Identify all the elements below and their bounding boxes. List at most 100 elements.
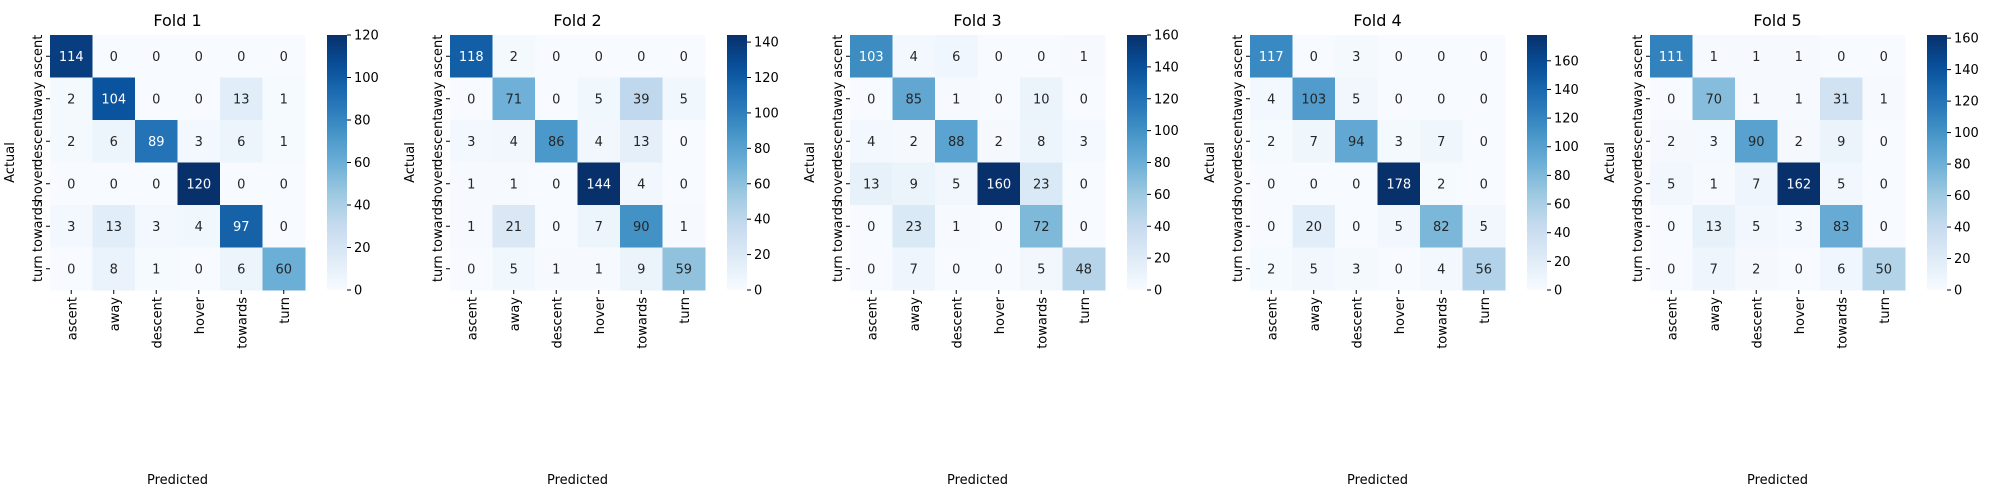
heatmap-cell [977, 247, 1021, 291]
colorbar-tick-label: 160 [1954, 32, 1979, 47]
y-tick-label: turn [431, 255, 446, 282]
heatmap-cell [535, 205, 578, 248]
x-axis-label: Predicted [1347, 473, 1408, 488]
heatmap-cell [1735, 77, 1778, 121]
heatmap-cell [1377, 77, 1421, 121]
cell-value-label: 5 [1480, 220, 1488, 235]
heatmap-cell [1777, 247, 1821, 291]
cell-value-label: 0 [1267, 177, 1275, 192]
heatmap-cell [220, 77, 263, 121]
heatmap-cell [1462, 162, 1506, 206]
cell-value-label: 5 [1352, 92, 1360, 107]
cell-value-label: 85 [905, 92, 922, 107]
heatmap-cell [535, 247, 578, 291]
colorbar-tick-label: 80 [354, 114, 371, 129]
heatmap-cell [662, 162, 706, 206]
heatmap-cell [1420, 77, 1463, 121]
cell-value-label: 1 [952, 92, 960, 107]
cell-value-label: 5 [510, 262, 518, 277]
heatmap-cell [892, 35, 936, 78]
heatmap-cell [1862, 247, 1906, 291]
heatmap-cell [535, 162, 578, 206]
x-tick-label: away [1708, 297, 1723, 332]
heatmap-cell [50, 205, 93, 248]
cell-value-label: 0 [680, 135, 688, 150]
cell-value-label: 13 [1705, 220, 1722, 235]
y-tick-label: towards [1231, 200, 1246, 252]
x-tick-label: ascent [865, 297, 880, 340]
cell-value-label: 0 [1395, 50, 1403, 65]
heatmap-cell [1335, 120, 1378, 163]
cell-value-label: 7 [1752, 177, 1760, 192]
x-tick-label: away [108, 297, 123, 332]
cell-value-label: 0 [1480, 135, 1488, 150]
heatmap-cell [1862, 162, 1906, 206]
heatmap-cell [620, 77, 663, 121]
colorbar-tick-label: 160 [1554, 54, 1579, 69]
cell-value-label: 9 [637, 262, 645, 277]
cell-value-label: 0 [1395, 262, 1403, 277]
heatmap-cell [892, 162, 936, 206]
cell-value-label: 0 [195, 92, 203, 107]
heatmap-cell [1292, 247, 1336, 291]
y-tick-label: hover [431, 164, 446, 202]
heatmap-cell [92, 35, 136, 78]
heatmap-cell [850, 35, 893, 78]
x-tick-label: away [508, 297, 523, 332]
cell-value-label: 70 [1705, 92, 1722, 107]
heatmap-cell [577, 35, 621, 78]
heatmap-cell [1292, 205, 1336, 248]
heatmap-cell [1335, 162, 1378, 206]
heatmap-cell [977, 162, 1021, 206]
cell-value-label: 5 [680, 92, 688, 107]
cell-value-label: 0 [995, 50, 1003, 65]
heatmap-cell [1462, 77, 1506, 121]
cell-value-label: 3 [1395, 135, 1403, 150]
heatmap-cell [262, 162, 306, 206]
y-axis-label: Actual [403, 142, 418, 183]
x-axis-label: Predicted [547, 473, 608, 488]
x-tick-label: towards [235, 297, 250, 349]
y-tick-label: away [431, 81, 446, 116]
heatmap-cell [450, 77, 493, 121]
heatmap-panel-5: 111 1 1 1 0 00 70 1 1 31 12 3 90 2 9 05 1 7 162 5 00 13 5 3 83 00… [1603, 11, 1979, 488]
heatmap-cell [1335, 35, 1378, 78]
cell-value-label: 0 [995, 220, 1003, 235]
x-tick-label: turn [678, 297, 693, 324]
heatmap-cell [1692, 77, 1736, 121]
y-tick-label: hover [1631, 164, 1646, 202]
heatmap-cell [177, 162, 221, 206]
heatmap-panel-3: 103 4 6 0 0 10 85 1 0 10 04 2 88 2 8 313 9 5 160 23 00 23 1 0 72… [803, 11, 1179, 488]
colorbar-tick-label: 20 [354, 241, 371, 256]
cell-value-label: 4 [867, 135, 875, 150]
cell-value-label: 3 [1080, 135, 1088, 150]
heatmap-cell [1820, 247, 1863, 291]
y-tick-label: towards [1631, 200, 1646, 252]
heatmap-cell [1062, 162, 1106, 206]
heatmap-cell [92, 77, 136, 121]
cell-value-label: 0 [195, 262, 203, 277]
y-tick-label: towards [831, 200, 846, 252]
cell-value-label: 160 [986, 177, 1011, 192]
cell-value-label: 118 [459, 50, 484, 65]
cell-value-label: 0 [952, 262, 960, 277]
cell-value-label: 7 [595, 220, 603, 235]
cell-value-label: 0 [1352, 220, 1360, 235]
cell-value-label: 0 [1352, 177, 1360, 192]
x-tick-label: away [908, 297, 923, 332]
heatmap-cell [177, 247, 221, 291]
cell-value-label: 13 [233, 92, 250, 107]
heatmap-cell [1650, 205, 1693, 248]
cell-value-label: 31 [1833, 92, 1850, 107]
heatmap-panel-4: 117 0 3 0 0 04 103 5 0 0 02 7 94 3 7 00 0 0 178 2 00 20 0 5 82 52… [1203, 11, 1579, 488]
cell-value-label: 4 [910, 50, 918, 65]
cell-value-label: 0 [552, 220, 560, 235]
x-tick-label: descent [1750, 297, 1765, 349]
cell-value-label: 23 [1033, 177, 1050, 192]
heatmap-cell [1250, 77, 1293, 121]
cell-value-label: 13 [863, 177, 880, 192]
cell-value-label: 1 [680, 220, 688, 235]
cell-value-label: 0 [552, 92, 560, 107]
heatmap-cell [220, 205, 263, 248]
cell-value-label: 2 [1667, 135, 1675, 150]
